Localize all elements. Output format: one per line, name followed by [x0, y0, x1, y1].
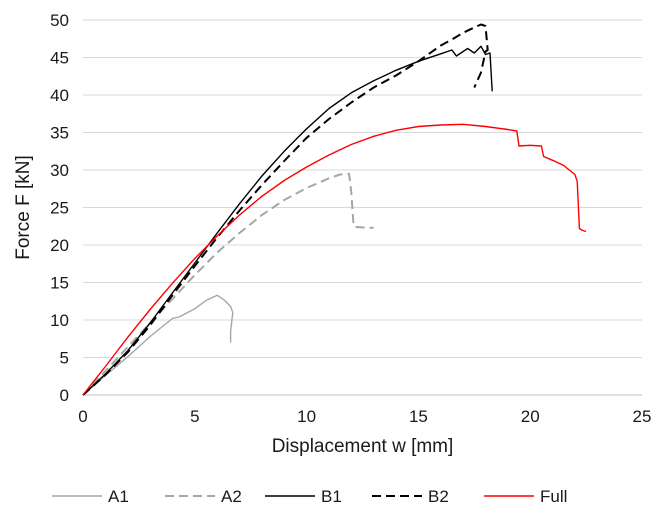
y-axis-title: Force F [kN] — [13, 155, 34, 260]
series-line-b2 — [82, 23, 489, 396]
y-tick-label: 0 — [60, 386, 69, 405]
x-axis-title: Displacement w [mm] — [272, 436, 454, 457]
x-tick-label: 25 — [633, 407, 652, 426]
y-tick-label: 20 — [50, 236, 69, 255]
y-tick-label: 40 — [50, 86, 69, 105]
x-tick-label: 20 — [521, 407, 540, 426]
legend: A1 A2 B1 B2 Full — [52, 487, 567, 506]
legend-label-full: Full — [540, 487, 567, 506]
y-tick-label: 10 — [50, 311, 69, 330]
legend-label-b2: B2 — [428, 487, 449, 506]
y-tick-label: 25 — [50, 199, 69, 218]
y-tick-labels: 0 5 10 15 20 25 30 35 40 45 50 — [50, 11, 69, 405]
series-line-a1 — [82, 294, 234, 396]
y-tick-label: 5 — [60, 349, 69, 368]
series-line-b1 — [82, 45, 493, 396]
y-tick-label: 35 — [50, 124, 69, 143]
gridlines — [83, 19, 642, 358]
x-tick-label: 5 — [190, 407, 199, 426]
legend-label-a2: A2 — [221, 487, 242, 506]
series-lines — [82, 23, 587, 396]
x-tick-labels: 0 5 10 15 20 25 — [78, 407, 651, 426]
y-tick-label: 30 — [50, 161, 69, 180]
y-tick-label: 15 — [50, 274, 69, 293]
x-tick-label: 10 — [297, 407, 316, 426]
x-tick-label: 0 — [78, 407, 87, 426]
legend-label-b1: B1 — [321, 487, 342, 506]
x-tick-label: 15 — [409, 407, 428, 426]
series-line-full — [82, 123, 587, 396]
legend-label-a1: A1 — [108, 487, 129, 506]
y-tick-label: 45 — [50, 49, 69, 68]
y-tick-label: 50 — [50, 11, 69, 30]
